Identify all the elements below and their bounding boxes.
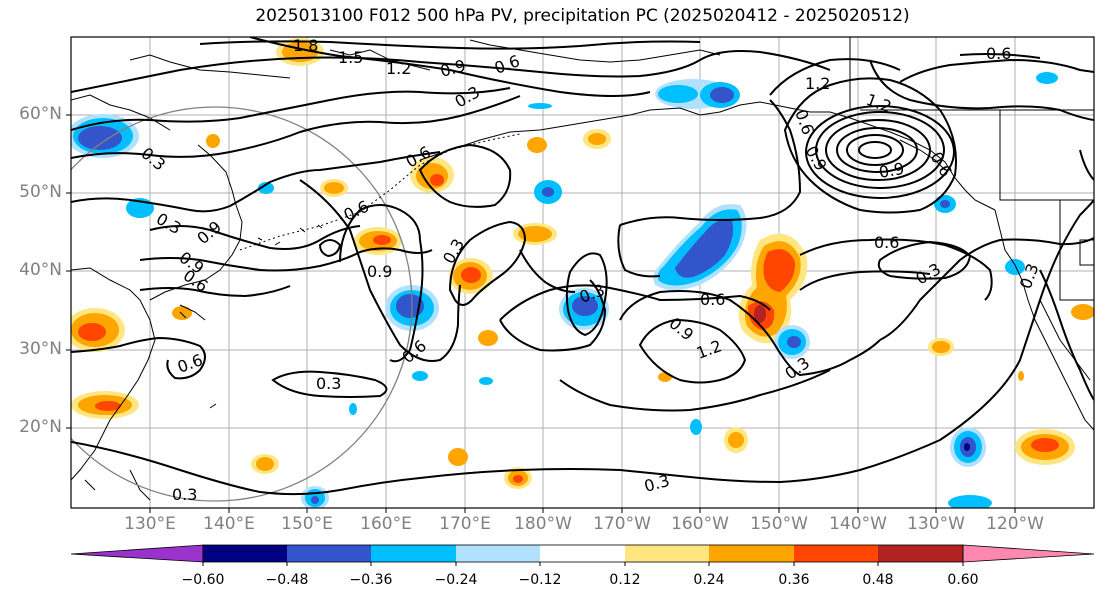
colorbar-segment xyxy=(371,545,456,562)
contour-label: 0.3 xyxy=(172,485,197,504)
lon-label: 160°W xyxy=(671,514,729,534)
lon-label: 160°E xyxy=(360,514,412,534)
map-title: 2025013100 F012 500 hPa PV, precipitatio… xyxy=(255,6,910,26)
map-frame xyxy=(70,36,1095,509)
lat-label: 50°N xyxy=(19,182,62,202)
lon-label: 130°E xyxy=(124,514,176,534)
colorbar-segment xyxy=(456,545,540,562)
contour-label: 0.6 xyxy=(874,233,899,252)
lon-label: 170°E xyxy=(439,514,491,534)
lon-label: 150°W xyxy=(750,514,808,534)
colorbar-tick-label: 0.24 xyxy=(693,572,725,588)
colorbar xyxy=(70,544,1095,566)
domain-circle xyxy=(71,106,413,502)
colorbar-segment xyxy=(540,545,625,562)
colorbar-tick-label: −0.12 xyxy=(518,572,562,588)
colorbar-tick-label: 0.36 xyxy=(778,572,810,588)
colorbar-tick-label: 0.12 xyxy=(609,572,641,588)
colorbar-segment xyxy=(203,545,287,562)
lon-label: 150°E xyxy=(281,514,333,534)
dateline xyxy=(239,133,521,251)
contour-label: 1.8 xyxy=(293,36,318,55)
colorbar-segment xyxy=(709,545,794,562)
colorbar-tick-label: −0.48 xyxy=(265,572,309,588)
contour-label: 0.3 xyxy=(316,374,341,393)
colorbar-segment xyxy=(878,545,963,562)
lon-label: 120°W xyxy=(986,514,1044,534)
contour-label: 0.9 xyxy=(367,262,392,281)
lon-label: 130°W xyxy=(907,514,965,534)
lat-label: 60°N xyxy=(19,104,62,124)
lon-label: 140°E xyxy=(203,514,255,534)
contour-label: 0.6 xyxy=(986,44,1011,63)
colorbar-extend-low xyxy=(70,544,204,563)
pv-contours xyxy=(71,37,1094,496)
lat-label: 20°N xyxy=(19,417,62,437)
lat-label: 30°N xyxy=(19,339,62,359)
lon-label: 140°W xyxy=(829,514,887,534)
contour-label: 1.5 xyxy=(338,48,363,67)
lon-label: 180°W xyxy=(514,514,572,534)
lat-label: 40°N xyxy=(19,260,62,280)
lon-label: 170°W xyxy=(593,514,651,534)
contour-label: 0.9 xyxy=(877,159,905,182)
colorbar-tick-label: −0.60 xyxy=(181,572,225,588)
contour-label: 1.2 xyxy=(386,59,411,78)
colorbar-segment xyxy=(794,545,878,562)
colorbar-tick-label: 0.60 xyxy=(947,572,979,588)
colorbar-tick-label: −0.24 xyxy=(434,572,478,588)
contour-label: 0.6 xyxy=(700,290,725,309)
colorbar-segment xyxy=(287,545,371,562)
colorbar-tick-label: 0.48 xyxy=(862,572,894,588)
contour-label: 1.2 xyxy=(805,74,830,93)
colorbar-tick-label: −0.36 xyxy=(349,572,393,588)
axis-ticks xyxy=(66,114,1016,513)
colorbar-extend-high xyxy=(962,544,1095,563)
colorbar-segment xyxy=(625,545,709,562)
